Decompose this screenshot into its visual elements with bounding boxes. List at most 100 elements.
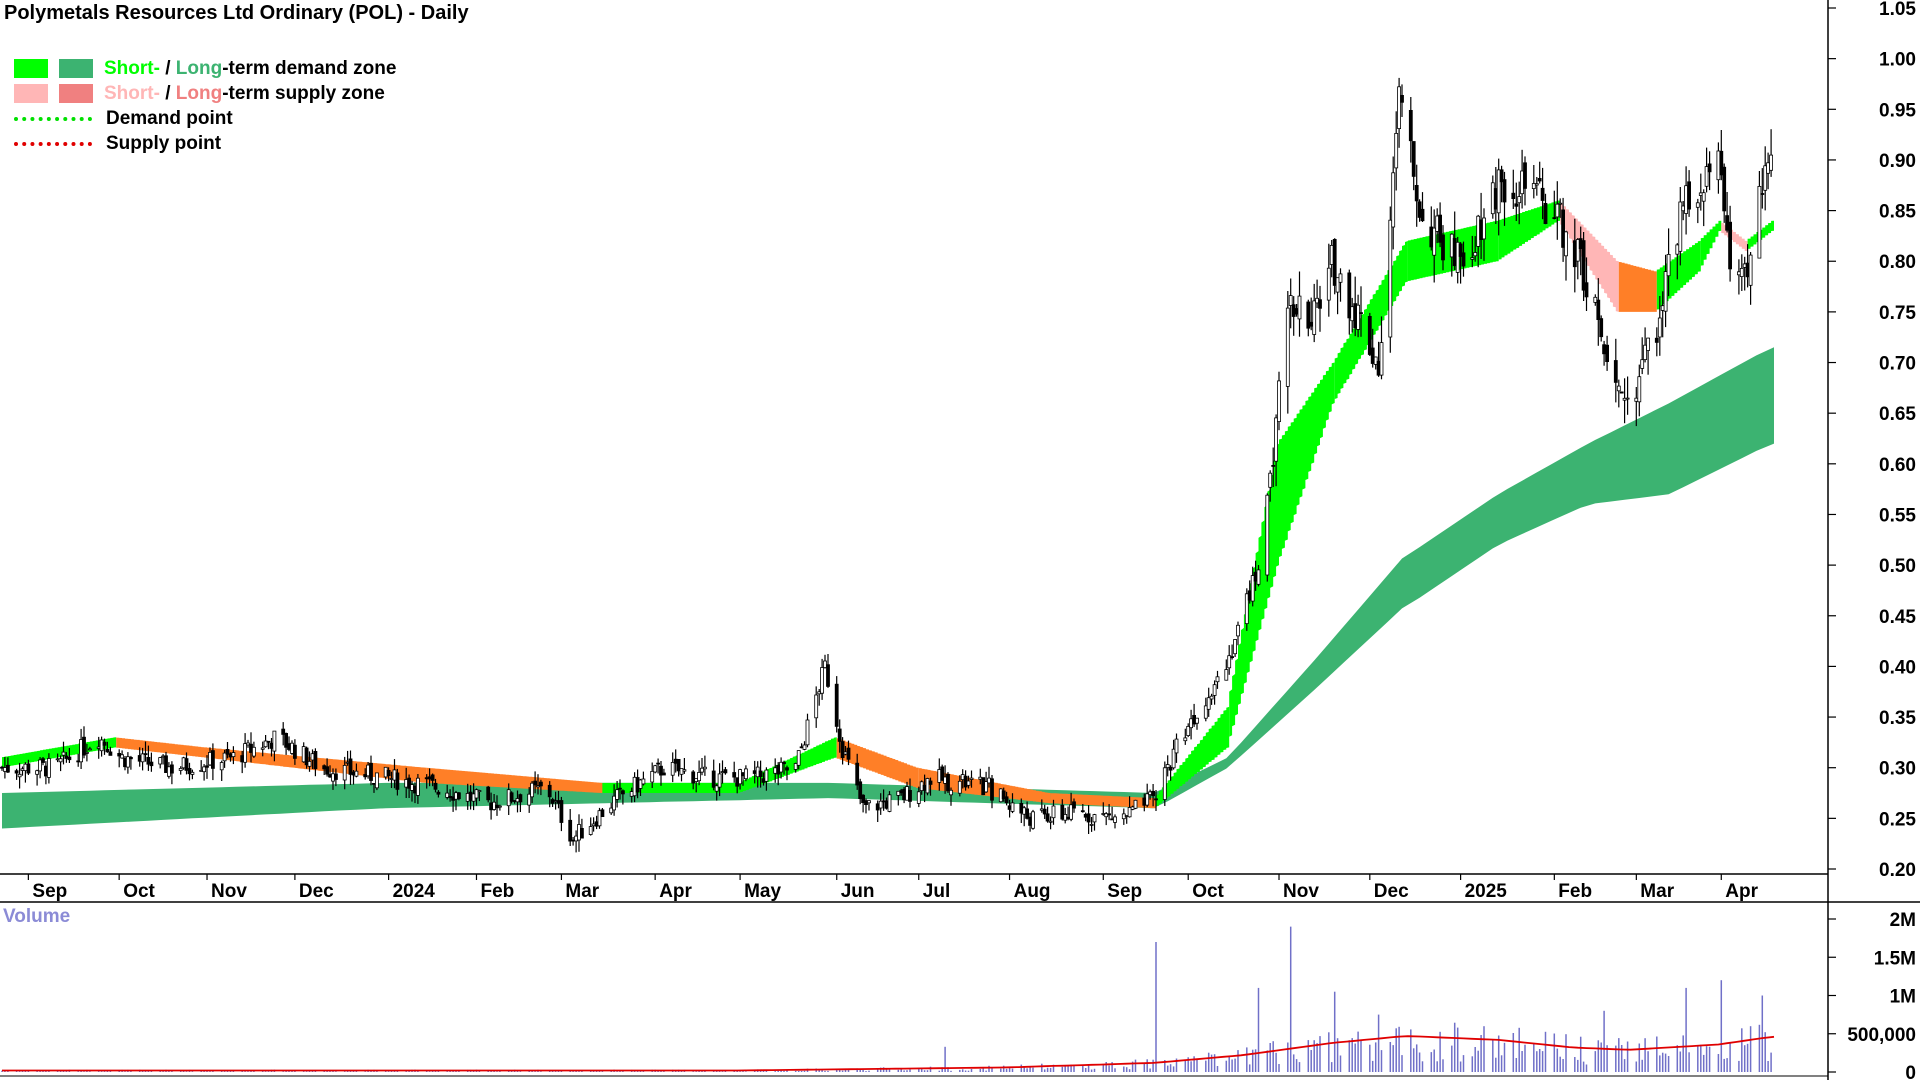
candle-body	[1195, 717, 1199, 724]
candle-body	[990, 778, 994, 801]
candle-body	[1666, 253, 1671, 277]
candle-body	[1757, 185, 1762, 259]
price-tick-label: 0.90	[1879, 151, 1916, 172]
candle-body	[1031, 811, 1035, 829]
candle-body	[785, 767, 789, 771]
candle-body	[1080, 810, 1085, 813]
candle-body	[210, 750, 215, 769]
short-term-zone-segment	[1656, 241, 1701, 312]
candle-body	[1148, 791, 1152, 796]
candle-body	[855, 762, 860, 786]
candle-body	[1678, 201, 1683, 252]
candle-body	[1388, 219, 1393, 338]
candle-body	[395, 772, 400, 790]
candle-body	[752, 770, 757, 774]
legend-demand-zone: Short- / Long -term demand zone	[14, 56, 396, 81]
candle-body	[1687, 181, 1691, 210]
candle-body	[58, 758, 63, 763]
candle-body	[609, 807, 614, 814]
candle-body	[486, 786, 491, 801]
candle-body	[887, 794, 892, 812]
volume-tick-label: 0	[1905, 1063, 1916, 1080]
long-demand-swatch	[59, 59, 93, 78]
candle-body	[1414, 184, 1419, 202]
price-tick-label: 0.40	[1879, 657, 1916, 678]
candle-body	[527, 793, 532, 806]
candle-body	[1537, 177, 1542, 182]
candle-body	[445, 792, 450, 798]
candle-body	[1725, 215, 1729, 231]
short-demand-swatch	[14, 59, 48, 78]
price-tick-label: 0.95	[1879, 100, 1916, 121]
candle-body	[793, 763, 798, 770]
candle-body	[682, 769, 687, 772]
candle-body	[1338, 273, 1343, 283]
candle-body	[1397, 86, 1401, 130]
candle-body	[407, 777, 412, 789]
candle-body	[1165, 764, 1170, 768]
candle-body	[1593, 296, 1598, 303]
candle-body	[1072, 801, 1076, 809]
candle-body	[600, 809, 605, 817]
candle-body	[840, 741, 845, 758]
candle-body	[1458, 243, 1463, 257]
candle-body	[1701, 192, 1706, 202]
candle-body	[231, 752, 236, 757]
candle-body	[714, 785, 719, 792]
candle-body	[369, 762, 373, 781]
candle-body	[348, 758, 353, 775]
candle-body	[1206, 697, 1211, 710]
price-tick-label: 0.55	[1879, 506, 1916, 527]
candle-body	[1663, 271, 1668, 312]
candle-body	[1230, 656, 1234, 658]
candle-body	[559, 800, 564, 823]
candle-body	[1695, 202, 1700, 208]
candle-body	[292, 744, 297, 759]
candle-body	[219, 762, 224, 771]
candle-body	[1247, 590, 1252, 601]
time-tick-label: 2025	[1465, 881, 1508, 902]
candle-body	[287, 743, 291, 750]
short-term-zone-segment	[836, 737, 919, 788]
price-tick-label: 0.75	[1879, 303, 1916, 324]
candle-body	[169, 764, 174, 774]
short-term-zone-segment	[1618, 261, 1657, 312]
volume-panel	[1, 926, 1775, 1072]
candle-body	[1277, 380, 1281, 422]
candle-body	[497, 805, 502, 808]
price-tick-label: 1.05	[1879, 0, 1916, 20]
time-tick-label: Apr	[1725, 881, 1758, 902]
candle-body	[1297, 295, 1302, 320]
candle-body	[691, 771, 696, 784]
volume-tick-label: 1.5M	[1874, 948, 1916, 969]
time-tick-label: Nov	[1283, 881, 1319, 902]
candle-body	[703, 766, 707, 770]
time-tick-label: Oct	[1192, 881, 1224, 902]
candle-body	[916, 791, 921, 804]
candle-body	[1473, 252, 1478, 257]
candle-body	[568, 819, 573, 842]
time-tick-label: Feb	[481, 881, 515, 902]
candle-body	[1411, 141, 1416, 177]
time-tick-label: Feb	[1558, 881, 1592, 902]
candle-body	[723, 769, 728, 774]
candle-body	[1722, 166, 1727, 212]
candle-body	[632, 776, 637, 797]
candle-body	[67, 756, 72, 761]
candle-body	[1154, 798, 1158, 801]
candle-body	[143, 753, 148, 755]
candle-body	[1107, 813, 1111, 816]
candle-body	[1602, 344, 1606, 355]
candle-body	[120, 754, 124, 759]
candle-body	[1250, 575, 1255, 602]
candle-body	[1256, 569, 1261, 585]
candle-body	[969, 777, 974, 780]
candle-body	[1760, 193, 1765, 195]
price-tick-label: 0.25	[1879, 809, 1916, 830]
candle-body	[1517, 196, 1522, 204]
candle-body	[1045, 813, 1050, 822]
candle-body	[140, 753, 145, 763]
candle-body	[1092, 814, 1097, 823]
candle-body	[591, 823, 596, 827]
candle-body	[864, 800, 868, 805]
